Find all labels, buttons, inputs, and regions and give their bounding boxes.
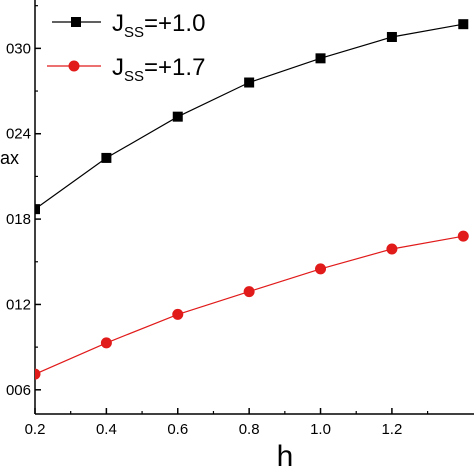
series-1-line	[35, 23, 464, 210]
x-tick-label-1: 0.4	[96, 421, 117, 438]
x-tick-label-2: 0.6	[167, 421, 188, 438]
series-2-point-3	[243, 286, 255, 298]
series-1-point-5	[386, 31, 397, 42]
legend-entry-series-1: JSS=+1.0	[52, 10, 205, 41]
series-2-point-1	[100, 337, 112, 349]
legend-label-series-1: JSS=+1.0	[112, 10, 205, 41]
y-tick-label-3: 024	[6, 126, 31, 143]
x-tick-label-0: 0.2	[25, 421, 46, 438]
series-1-point-6	[458, 19, 469, 30]
y-tick-label-4: 030	[6, 40, 31, 57]
ticks-layer: 0.2 0.4 0.6 0.8 1.0 1.2 006 012 018 024 030	[6, 5, 429, 438]
legend-marker-series-1	[71, 17, 81, 27]
series-1-point-3	[244, 77, 255, 88]
y-tick-label-0: 006	[6, 382, 31, 399]
x-tick-label-3: 0.8	[239, 421, 260, 438]
series-layer	[35, 19, 469, 380]
series-2-line	[35, 235, 464, 375]
legend: JSS=+1.0 JSS=+1.7	[47, 10, 205, 85]
series-2-point-0	[35, 368, 41, 380]
series-1-point-2	[172, 111, 183, 122]
series-2-point-6	[457, 230, 469, 242]
series-2-point-5	[386, 243, 398, 255]
x-axis-title: h	[277, 440, 294, 473]
legend-marker-series-2	[68, 60, 80, 72]
x-tick-label-4: 1.0	[310, 421, 331, 438]
series-1-point-4	[315, 53, 326, 64]
series-2-point-2	[172, 308, 184, 320]
x-tick-label-5: 1.2	[381, 421, 402, 438]
y-axis-title-fragment: ax	[0, 148, 19, 168]
legend-entry-series-2: JSS=+1.7	[47, 54, 205, 85]
y-tick-label-1: 012	[6, 296, 31, 313]
series-1-point-1	[101, 152, 112, 163]
legend-label-series-2: JSS=+1.7	[112, 54, 205, 85]
series-1-point-0	[35, 204, 40, 215]
series-2-point-4	[315, 263, 327, 275]
y-tick-label-2: 018	[6, 211, 31, 228]
